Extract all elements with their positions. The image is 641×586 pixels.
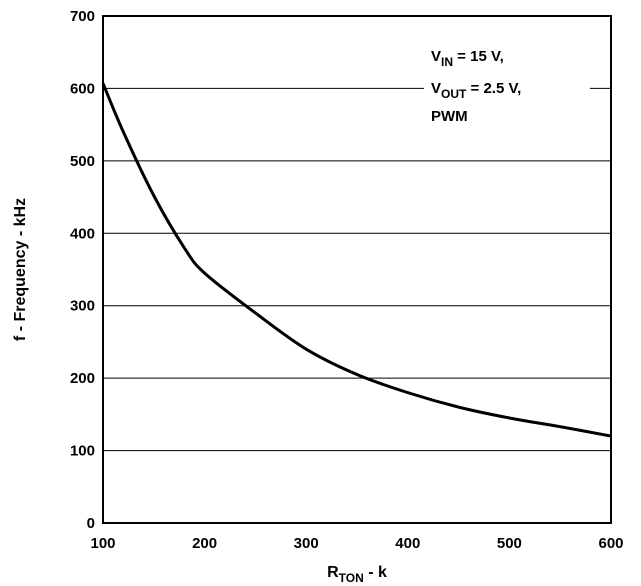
x-tick-100: 100 [90, 535, 115, 552]
y-tick-500: 500 [70, 153, 95, 170]
annotation-line-3: PWM [431, 108, 468, 125]
x-tick-500: 500 [497, 535, 522, 552]
x-tick-200: 200 [192, 535, 217, 552]
y-tick-100: 100 [70, 443, 95, 460]
y-tick-labels: 0 100 200 300 400 500 600 700 [70, 8, 95, 532]
y-tick-0: 0 [87, 515, 95, 532]
grid-lines [103, 87, 611, 452]
x-tick-400: 400 [395, 535, 420, 552]
y-tick-200: 200 [70, 370, 95, 387]
series-line [101, 82, 612, 438]
y-tick-600: 600 [70, 80, 95, 97]
annotation: VIN = 15 V, VOUT = 2.5 V, PWM [431, 48, 521, 125]
x-tick-600: 600 [598, 535, 623, 552]
x-tick-labels: 100 200 300 400 500 600 [90, 535, 623, 552]
annotation-line-2: VOUT = 2.5 V, [431, 80, 521, 101]
y-axis-label: f - Frequency - kHz [12, 198, 29, 341]
x-axis-label: RTON - k [327, 564, 387, 585]
y-tick-700: 700 [70, 8, 95, 25]
x-tick-300: 300 [294, 535, 319, 552]
annotation-background [424, 40, 590, 128]
annotation-line-1: VIN = 15 V, [431, 48, 504, 69]
plot-frame [102, 15, 612, 524]
y-tick-400: 400 [70, 225, 95, 242]
y-tick-300: 300 [70, 298, 95, 315]
